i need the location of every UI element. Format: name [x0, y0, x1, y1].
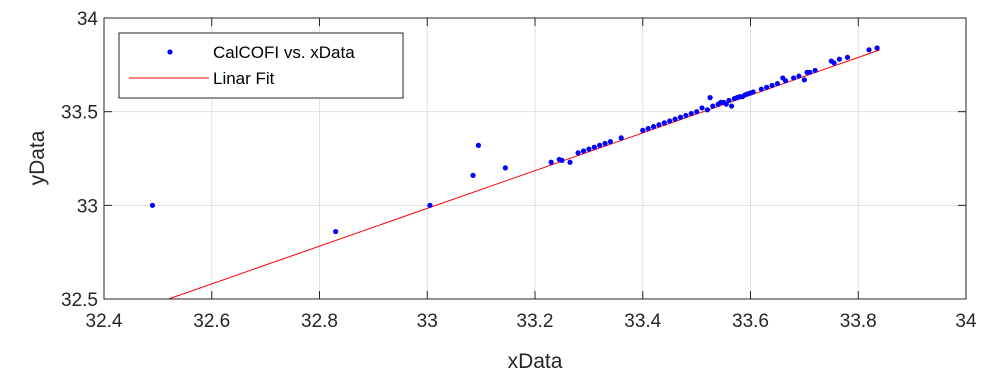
x-tick-label: 34	[955, 311, 977, 332]
points-layer	[149, 45, 880, 235]
x-tick-label: 32.4	[86, 311, 123, 332]
tick-labels: 32.4 32.6 32.8 33 33.2 33.4 33.6 33.8 34 32.5 33 33…	[61, 9, 977, 332]
x-tick-label: 32.6	[193, 311, 230, 332]
data-point	[683, 112, 689, 119]
x-tick-label: 33.8	[840, 311, 877, 332]
x-tick-label: 33	[417, 311, 438, 332]
data-point	[758, 86, 764, 92]
data-point	[470, 172, 476, 178]
legend-box	[118, 32, 404, 99]
data-point	[688, 110, 694, 117]
x-tick-label: 33.6	[732, 311, 769, 332]
data-point	[656, 122, 662, 128]
data-point	[597, 142, 603, 148]
data-point	[548, 159, 554, 165]
data-point	[475, 142, 482, 148]
data-point	[844, 54, 851, 60]
data-point	[640, 127, 646, 133]
y-tick-label: 33.5	[61, 103, 98, 124]
data-point	[567, 159, 573, 165]
data-point	[575, 150, 581, 156]
data-point	[661, 120, 667, 126]
data-point	[750, 89, 756, 95]
data-point	[607, 139, 614, 145]
data-point	[699, 105, 705, 111]
grid	[104, 18, 966, 299]
data-point	[726, 97, 732, 104]
data-point	[672, 116, 678, 122]
x-tick-label: 33.2	[517, 311, 554, 332]
x-tick-label: 33.4	[624, 311, 661, 332]
data-point	[812, 67, 818, 74]
data-point	[707, 95, 713, 101]
data-point	[602, 140, 608, 147]
x-axis-label: xData	[508, 350, 563, 373]
data-point	[866, 47, 872, 53]
data-point	[831, 60, 837, 66]
data-point	[791, 75, 797, 81]
data-point	[796, 73, 802, 79]
data-point	[694, 109, 700, 115]
data-point	[874, 45, 880, 51]
data-point	[580, 148, 587, 154]
data-point	[729, 103, 735, 109]
data-point	[801, 77, 807, 83]
legend-label-scatter: CalCOFI vs. xData	[213, 43, 355, 62]
data-point	[774, 80, 781, 87]
data-point	[650, 124, 657, 130]
data-point	[710, 103, 716, 109]
data-point	[836, 56, 842, 62]
y-tick-label: 32.5	[61, 290, 98, 311]
data-point	[723, 101, 729, 107]
x-tick-label: 32.8	[301, 311, 338, 332]
y-axis-label: yData	[26, 130, 49, 185]
data-point	[704, 107, 711, 113]
data-point	[677, 114, 684, 120]
legend: CalCOFI vs. xData Linar Fit	[118, 32, 404, 99]
y-tick-label: 34	[77, 9, 99, 30]
data-point	[591, 144, 597, 150]
data-point	[502, 165, 508, 171]
data-point	[427, 202, 433, 208]
data-point	[559, 157, 565, 163]
data-point	[618, 135, 624, 141]
data-point	[782, 78, 789, 84]
data-point	[667, 118, 673, 124]
legend-marker-scatter	[167, 49, 173, 55]
data-point	[764, 84, 770, 90]
data-point	[149, 202, 156, 208]
legend-label-fit: Linar Fit	[213, 69, 275, 88]
data-point	[586, 146, 592, 152]
data-point	[769, 82, 775, 89]
y-tick-label: 33	[77, 196, 98, 217]
data-point	[807, 69, 813, 75]
data-point	[333, 228, 339, 235]
data-point	[645, 125, 651, 132]
